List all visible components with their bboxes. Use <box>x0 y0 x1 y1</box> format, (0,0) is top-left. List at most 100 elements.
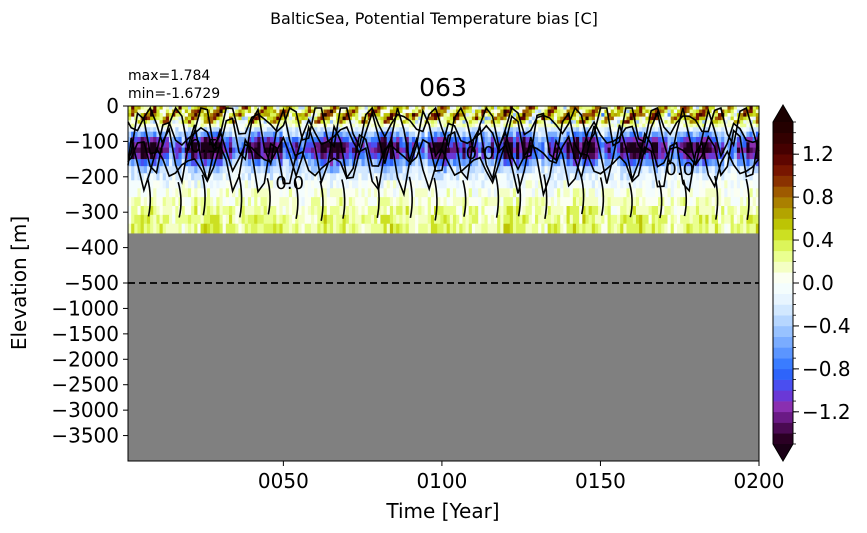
heatmap-cell <box>667 106 672 110</box>
heatmap-cell <box>740 188 744 198</box>
heatmap-cell <box>225 116 230 121</box>
heatmap-cell <box>213 120 217 125</box>
heatmap-cell <box>128 106 132 110</box>
heatmap-cell <box>572 173 577 181</box>
heatmap-cell <box>399 136 403 143</box>
heatmap-cell <box>579 159 583 167</box>
heatmap-cell <box>594 173 599 181</box>
heatmap-cell <box>317 159 321 167</box>
heatmap-cell <box>434 113 438 118</box>
heatmap-cell <box>566 127 571 133</box>
heatmap-cell <box>194 136 198 143</box>
heatmap-cell <box>175 136 179 143</box>
contour-line <box>682 179 688 217</box>
heatmap-cell <box>159 180 164 189</box>
heatmap-cell <box>490 152 495 160</box>
heatmap-cell <box>594 223 599 234</box>
heatmap-cell <box>181 188 186 198</box>
heatmap-cell <box>550 131 555 138</box>
heatmap-cell <box>676 106 681 110</box>
heatmap-cell <box>547 123 552 128</box>
heatmap-cell <box>569 109 574 114</box>
heatmap-cell <box>585 206 590 216</box>
heatmap-cell <box>525 116 530 121</box>
heatmap-cell <box>427 223 432 234</box>
heatmap-cell <box>717 109 722 114</box>
heatmap-cell <box>752 223 757 234</box>
heatmap-cell <box>582 166 586 174</box>
heatmap-cell <box>143 197 148 207</box>
heatmap-cell <box>326 116 331 121</box>
heatmap-cell <box>585 180 590 189</box>
heatmap-cell <box>743 197 747 207</box>
heatmap-cell <box>635 223 640 234</box>
heatmap-cell <box>620 180 624 189</box>
heatmap-cell <box>531 109 536 114</box>
heatmap-cell <box>191 116 195 121</box>
heatmap-cell <box>421 131 425 138</box>
heatmap-cell <box>629 142 634 148</box>
heatmap-cell <box>487 142 492 148</box>
heatmap-cell <box>187 106 192 110</box>
heatmap-cell <box>509 197 514 207</box>
heatmap-cell <box>172 147 176 154</box>
heatmap-cell <box>282 142 287 148</box>
heatmap-cell <box>683 109 687 114</box>
heatmap-cell <box>686 109 690 114</box>
heatmap-cell <box>408 106 413 110</box>
heatmap-cell <box>159 166 164 174</box>
heatmap-cell <box>613 147 618 154</box>
heatmap-cell <box>654 147 659 154</box>
heatmap-cell <box>342 214 347 225</box>
heatmap-cell <box>418 147 422 154</box>
heatmap-cell <box>534 123 539 128</box>
heatmap-cell <box>651 113 656 118</box>
heatmap-cell <box>191 223 195 234</box>
heatmap-cell <box>471 116 476 121</box>
heatmap-cell <box>169 173 173 181</box>
heatmap-cell <box>292 106 296 110</box>
heatmap-cell <box>269 127 274 133</box>
heatmap-cell <box>200 109 205 114</box>
heatmap-cell <box>749 166 754 174</box>
heatmap-cell <box>673 214 678 225</box>
heatmap-cell <box>717 123 722 128</box>
heatmap-cell <box>724 147 728 154</box>
heatmap-cell <box>560 180 564 189</box>
heatmap-cell <box>140 152 145 160</box>
heatmap-cell <box>692 123 697 128</box>
heatmap-cell <box>582 106 586 110</box>
heatmap-cell <box>244 166 249 174</box>
heatmap-cell <box>279 106 283 110</box>
heatmap-cell <box>421 123 425 128</box>
heatmap-cell <box>421 147 425 154</box>
heatmap-cell <box>156 131 160 138</box>
heatmap-cell <box>304 116 309 121</box>
heatmap-cell <box>128 131 132 138</box>
heatmap-cell <box>503 197 507 207</box>
heatmap-cell <box>670 106 675 110</box>
heatmap-cell <box>680 113 684 118</box>
heatmap-cell <box>377 113 381 118</box>
heatmap-cell <box>493 197 498 207</box>
heatmap-cell <box>200 214 205 225</box>
heatmap-cell <box>137 147 142 154</box>
heatmap-cell <box>320 223 324 234</box>
heatmap-cell <box>165 109 170 114</box>
heatmap-cell <box>310 109 315 114</box>
heatmap-cell <box>263 142 268 148</box>
heatmap-cell <box>317 109 321 114</box>
heatmap-cell <box>162 116 167 121</box>
heatmap-cell <box>449 180 454 189</box>
heatmap-cell <box>153 214 157 225</box>
heatmap-cell <box>364 131 369 138</box>
heatmap-cell <box>203 166 208 174</box>
heatmap-cell <box>333 152 337 160</box>
heatmap-cell <box>251 136 255 143</box>
heatmap-cell <box>651 180 656 189</box>
heatmap-cell <box>194 113 198 118</box>
heatmap-cell <box>146 214 151 225</box>
heatmap-cell <box>588 152 593 160</box>
heatmap-cell <box>169 152 173 160</box>
heatmap-cell <box>714 127 719 133</box>
